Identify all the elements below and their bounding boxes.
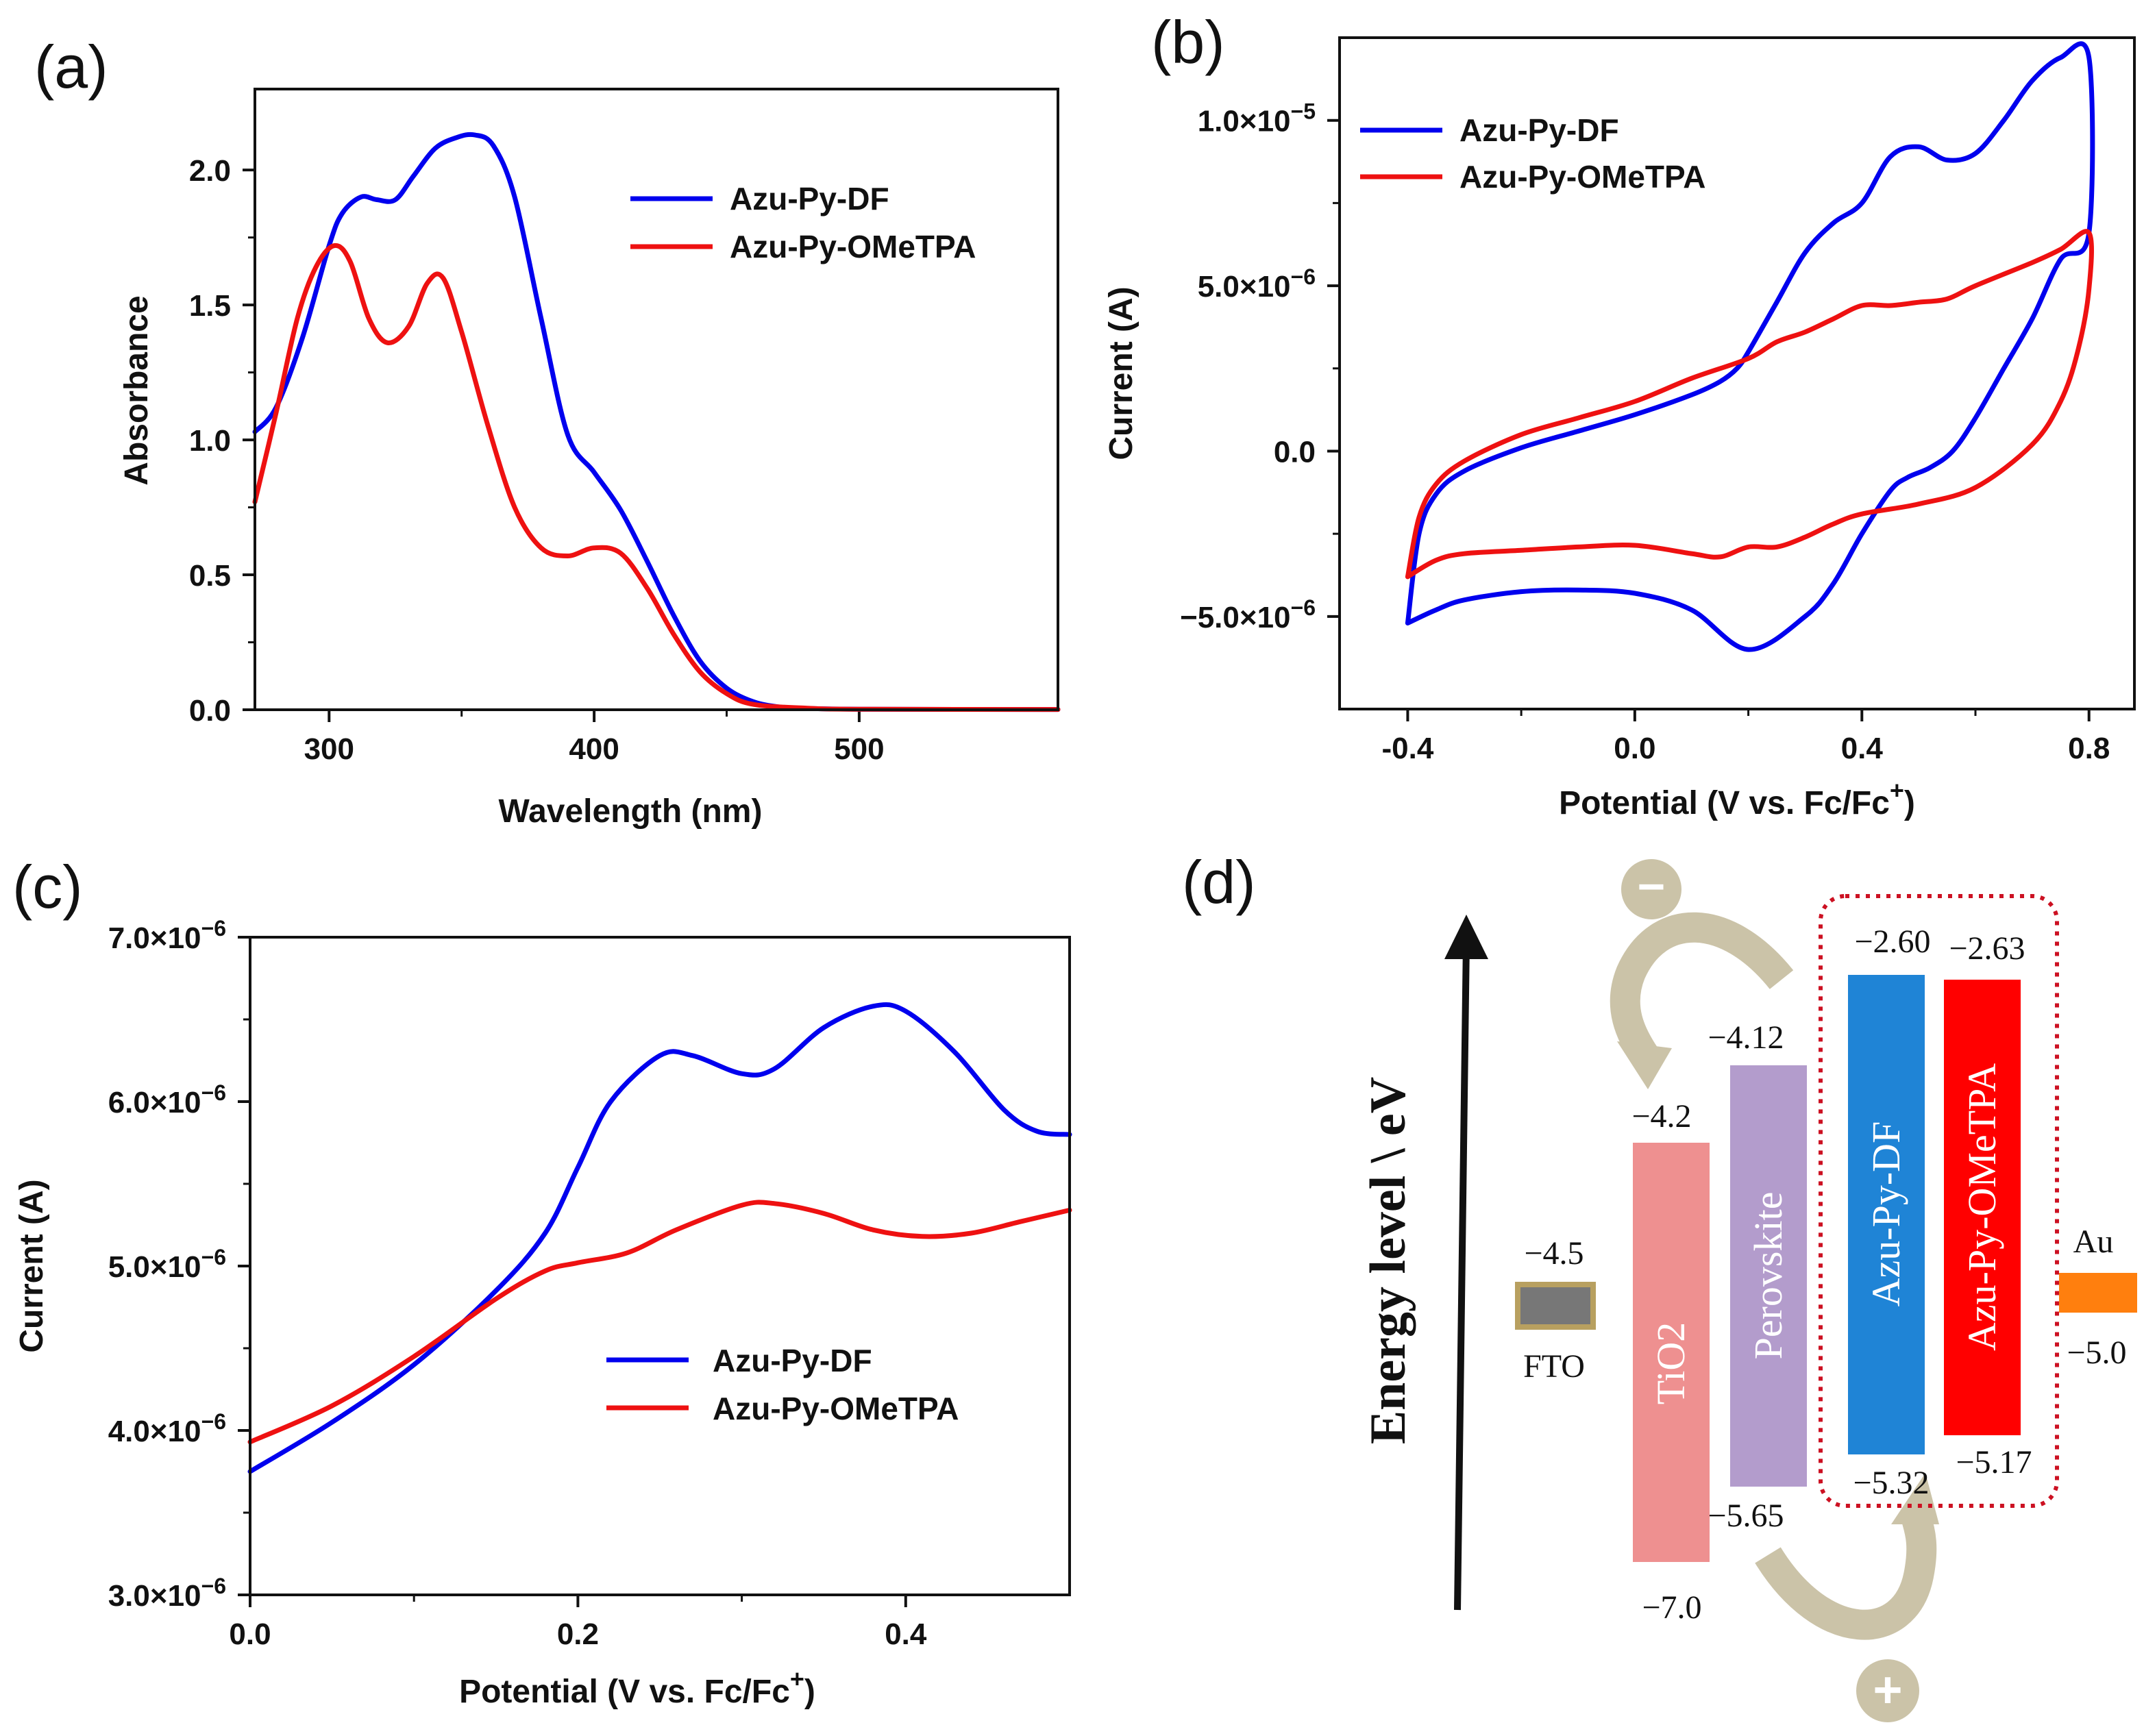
ytick-label-a-3: 1.5	[189, 289, 231, 323]
electron-circle-icon	[1621, 859, 1681, 919]
series-b-azu-py-df	[1405, 41, 2095, 652]
azu-ometpa-bottom-value: −5.17	[1956, 1444, 2032, 1480]
xtick-label-b-1: 0.0	[1614, 732, 1655, 765]
panel-c-series	[247, 1002, 1072, 1474]
panel-b-cv: (b) -0.4 0.0 0.4 0.8 −5.0×10−6 0.0 5.0×10−6 1.0…	[1103, 8, 2136, 821]
xtick-label-c-0: 0.0	[229, 1617, 271, 1651]
xtick-label-a-2: 500	[834, 732, 884, 766]
fto-level-bar	[1515, 1282, 1596, 1330]
panel-c-legend: Azu-Py-DF Azu-Py-OMeTPA	[606, 1343, 959, 1426]
ytick-label-a-1: 0.5	[189, 559, 231, 593]
ytick-label-b-0: −5.0×10−6	[1180, 595, 1316, 634]
azu-df-bottom-value: −5.32	[1853, 1465, 1929, 1501]
ytick-label-c-2: 5.0×10−6	[108, 1245, 226, 1284]
azu-df-top-value: −2.60	[1854, 923, 1930, 960]
panel-b-label: (b)	[1151, 8, 1225, 76]
panel-b-series	[1405, 41, 2095, 652]
hole-arrowhead	[1891, 1473, 1939, 1524]
panel-b-ticks: -0.4 0.0 0.4 0.8 −5.0×10−6 0.0 5.0×10−6 1.0×10−…	[1180, 99, 2110, 765]
xtick-label-b-0: -0.4	[1382, 732, 1434, 765]
xtick-label-a-0: 300	[304, 732, 354, 766]
ytick-label-a-2: 1.0	[189, 424, 231, 458]
panel-b-frame	[1338, 36, 2136, 710]
perovskite-band-bar	[1730, 1065, 1807, 1487]
azu-df-band-bar	[1848, 975, 1925, 1454]
panel-d-label: (d)	[1182, 848, 1256, 916]
panel-a-frame	[254, 88, 1059, 711]
fto-label: FTO	[1523, 1348, 1585, 1385]
electron-arrowhead	[1617, 1041, 1672, 1089]
series-a-azu-py-ometpa	[252, 243, 1061, 712]
ytick-label-b-1: 0.0	[1274, 435, 1316, 469]
legend-b-label-df: Azu-Py-DF	[1459, 112, 1619, 148]
legend-a-label-ometpa: Azu-Py-OMeTPA	[730, 229, 976, 264]
htm-dotted-box	[1819, 894, 2059, 1508]
tio2-top-value: −4.2	[1631, 1098, 1691, 1134]
legend-a-label-df: Azu-Py-DF	[730, 181, 889, 216]
azu-ometpa-band-bar	[1944, 980, 2021, 1435]
panel-c-frame	[249, 936, 1071, 1596]
ytick-label-c-3: 6.0×10−6	[108, 1080, 226, 1119]
panel-a-xlabel: Wavelength (nm)	[499, 793, 763, 830]
tio2-label: TiO2	[1649, 1322, 1693, 1404]
series-b-azu-py-ometpa	[1405, 229, 2094, 580]
panel-b-ylabel: Current (A)	[1103, 286, 1139, 460]
panel-a-ticks: 300 400 500 0.0 0.5 1.0 1.5 2.0	[189, 154, 885, 766]
legend-c-label-df: Azu-Py-DF	[713, 1343, 872, 1378]
panel-c-label: (c)	[12, 853, 83, 921]
panel-a-legend: Azu-Py-DF Azu-Py-OMeTPA	[630, 181, 976, 264]
ytick-label-c-0: 3.0×10−6	[108, 1574, 226, 1613]
ytick-label-c-1: 4.0×10−6	[108, 1409, 226, 1448]
ytick-label-b-2: 5.0×10−6	[1198, 264, 1316, 303]
energy-axis-arrowhead	[1444, 915, 1488, 959]
xtick-label-c-2: 0.4	[885, 1617, 927, 1651]
legend-b-label-ometpa: Azu-Py-OMeTPA	[1459, 159, 1706, 195]
au-level-value: −5.0	[2067, 1335, 2126, 1371]
panel-a-ylabel: Absorbance	[119, 295, 155, 485]
xtick-label-a-1: 400	[569, 732, 619, 766]
au-label: Au	[2073, 1224, 2114, 1260]
series-c-azu-py-df	[247, 1002, 1072, 1474]
energy-axis-title: Energy level \ eV	[1360, 1077, 1416, 1444]
panel-b-xlabel: Potential (V vs. Fc/Fc+)	[1559, 776, 1915, 821]
hole-circle-icon	[1856, 1659, 1919, 1722]
hole-plus-icon: +	[1873, 1661, 1902, 1718]
panel-c-ticks: 0.0 0.2 0.4 3.0×10−6 4.0×10−6 5.0×10−6 6.0×10−…	[108, 916, 927, 1651]
xtick-label-c-1: 0.2	[557, 1617, 599, 1651]
panel-a-label: (a)	[34, 33, 108, 101]
energy-axis-arrow	[1454, 941, 1470, 1611]
panel-a-series	[252, 132, 1061, 712]
ytick-label-a-4: 2.0	[189, 154, 231, 188]
panel-a-uv-vis: (a) 300 400 500 0.0 0.5 1.0 1.5 2.0 Wavelength …	[34, 33, 1061, 830]
panel-c-dpv: (c) 0.0 0.2 0.4 3.0×10−6 4.0×10−6 5.0×10−6 6.0…	[12, 853, 1072, 1710]
perovskite-top-value: −4.12	[1708, 1019, 1784, 1056]
panel-d-energy-diagram: (d) Energy level \ eV − + −4.5 FTO −4.2 …	[1182, 848, 2137, 1722]
azu-ometpa-label: Azu-Py-OMeTPA	[1960, 1063, 2004, 1351]
panel-c-xlabel: Potential (V vs. Fc/Fc+)	[459, 1665, 815, 1710]
electron-transfer-arrow	[1610, 912, 1794, 1064]
ytick-label-a-0: 0.0	[189, 694, 231, 728]
series-c-azu-py-ometpa	[247, 1200, 1072, 1445]
tio2-bottom-value: −7.0	[1642, 1589, 1701, 1626]
series-a-azu-py-df	[252, 132, 1061, 712]
xtick-label-b-3: 0.8	[2068, 732, 2110, 765]
azu-df-label: Azu-Py-DF	[1864, 1121, 1908, 1307]
panel-b-legend: Azu-Py-DF Azu-Py-OMeTPA	[1360, 112, 1706, 195]
azu-ometpa-top-value: −2.63	[1949, 930, 2025, 967]
ytick-label-b-3: 1.0×10−5	[1198, 99, 1316, 138]
fto-level-value: −4.5	[1524, 1235, 1584, 1272]
tio2-band-bar	[1633, 1143, 1710, 1562]
panel-c-ylabel: Current (A)	[14, 1179, 50, 1352]
au-level-bar	[2059, 1273, 2137, 1313]
perovskite-bottom-value: −5.65	[1708, 1498, 1784, 1534]
legend-c-label-ometpa: Azu-Py-OMeTPA	[713, 1391, 959, 1426]
perovskite-label: Perovskite	[1746, 1192, 1790, 1360]
electron-minus-icon: −	[1638, 860, 1666, 913]
hole-transfer-arrow	[1755, 1510, 1937, 1640]
xtick-label-b-2: 0.4	[1841, 732, 1884, 765]
ytick-label-c-4: 7.0×10−6	[108, 916, 226, 955]
